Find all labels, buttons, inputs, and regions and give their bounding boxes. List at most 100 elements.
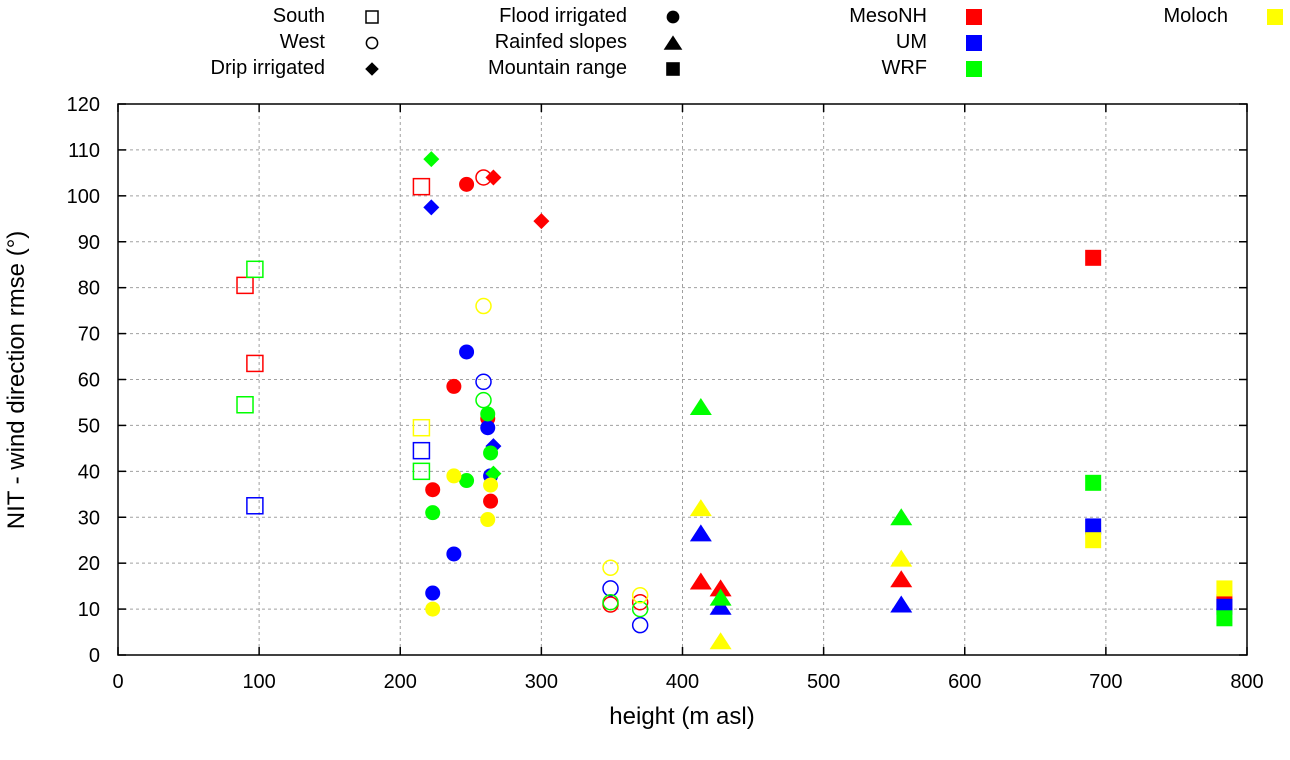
- axes: [117, 103, 1248, 656]
- legend-marker-filled-diamond: [365, 62, 379, 76]
- data-point: [709, 597, 732, 615]
- data-point: [246, 354, 264, 373]
- legend-marker-filled-square: [666, 62, 680, 76]
- legend-swatch-um: [966, 35, 982, 51]
- legend-label: Flood irrigated: [499, 5, 627, 27]
- x-tick-label: 200: [384, 671, 417, 693]
- data-point: [602, 580, 619, 597]
- data-point: [423, 199, 440, 216]
- data-point: [475, 297, 492, 315]
- legend-label: South: [273, 5, 325, 27]
- data-point: [1085, 532, 1102, 549]
- data-point: [1216, 580, 1233, 597]
- data-point: [475, 373, 492, 391]
- legend-label: Rainfed slopes: [495, 31, 627, 53]
- legend-label: Drip irrigated: [211, 57, 325, 79]
- grid-lines: [118, 104, 1247, 655]
- data-point: [483, 477, 499, 493]
- data-point: [425, 482, 441, 498]
- y-tick-label: 60: [78, 370, 100, 392]
- data-point: [423, 151, 440, 168]
- x-tick-label: 800: [1230, 671, 1263, 693]
- data-point: [412, 418, 431, 437]
- y-tick-label: 40: [78, 461, 100, 483]
- data-point: [890, 570, 913, 588]
- data-point: [689, 524, 712, 542]
- legend-label: West: [280, 31, 326, 53]
- y-tick-label: 30: [78, 507, 100, 529]
- series-mesonh: [236, 169, 1233, 613]
- legend-marker-filled-circle: [666, 10, 680, 24]
- y-axis-title: NIT - wind direction rmse (°): [3, 231, 30, 530]
- legend-swatch-mesonh: [966, 9, 982, 25]
- data-point: [890, 508, 913, 526]
- data-point: [602, 593, 619, 611]
- legend-label: MesoNH: [849, 5, 927, 27]
- legend-marker-filled-triangle: [663, 35, 683, 50]
- data-point: [236, 396, 254, 414]
- legend-marker-open-square: [365, 10, 379, 24]
- data-point: [475, 391, 492, 409]
- data-point: [425, 505, 441, 521]
- data-point: [890, 595, 913, 613]
- y-tick-label: 90: [78, 232, 100, 254]
- data-point: [485, 169, 502, 186]
- data-point: [533, 213, 550, 230]
- y-tick-label: 20: [78, 553, 100, 575]
- x-tick-label: 400: [666, 671, 699, 693]
- data-point: [459, 176, 475, 192]
- series-moloch: [412, 297, 1233, 650]
- x-axis-title: height (m asl): [609, 703, 754, 730]
- x-tick-label: 600: [948, 671, 981, 693]
- data-point: [689, 572, 712, 590]
- data-point: [483, 493, 499, 509]
- data-point: [602, 559, 619, 577]
- data-point: [709, 632, 732, 650]
- data-point: [446, 468, 462, 484]
- x-tick-label: 700: [1089, 671, 1122, 693]
- data-point: [459, 344, 475, 360]
- data-point: [480, 420, 496, 436]
- y-tick-label: 100: [67, 186, 100, 208]
- data-point: [890, 549, 913, 567]
- data-point: [412, 462, 431, 481]
- legend-swatch-wrf: [966, 61, 982, 77]
- data-point: [485, 465, 502, 482]
- x-tick-label: 100: [242, 671, 275, 693]
- tick-labels: 0 10 20 30 40 50 60 70 80 90 100 110 120 0 100 200 300 40…: [67, 94, 1264, 693]
- legend-swatch-moloch: [1267, 9, 1283, 25]
- data-point: [709, 588, 732, 606]
- data-point: [246, 260, 264, 279]
- x-tick-label: 300: [525, 671, 558, 693]
- legend-label: Moloch: [1164, 5, 1228, 27]
- data-point: [689, 398, 712, 416]
- data-point: [689, 499, 712, 517]
- data-point: [631, 616, 649, 634]
- data-point: [425, 601, 441, 617]
- data-point: [236, 276, 254, 295]
- data-point: [480, 512, 496, 528]
- data-point: [446, 378, 462, 394]
- data-point: [246, 497, 264, 515]
- data-point: [709, 579, 732, 597]
- y-tick-label: 80: [78, 278, 100, 300]
- data-point: [412, 441, 431, 460]
- data-point: [1085, 249, 1102, 266]
- series-um: [246, 199, 1233, 634]
- y-tick-label: 120: [67, 94, 100, 116]
- data-point: [631, 587, 649, 604]
- data-point: [483, 445, 499, 461]
- legend-label: UM: [896, 31, 927, 53]
- y-tick-label: 110: [68, 140, 100, 162]
- data-point: [1085, 474, 1102, 491]
- series-wrf: [236, 151, 1233, 627]
- data-point: [459, 473, 475, 489]
- y-tick-label: 0: [89, 645, 100, 667]
- legend: South West Drip irrigated Flood irrigated Ra…: [211, 5, 1283, 79]
- x-tick-label: 500: [807, 671, 840, 693]
- data-point: [446, 546, 462, 562]
- y-tick-label: 70: [78, 324, 100, 346]
- data-point: [425, 585, 441, 601]
- legend-label: WRF: [881, 57, 927, 79]
